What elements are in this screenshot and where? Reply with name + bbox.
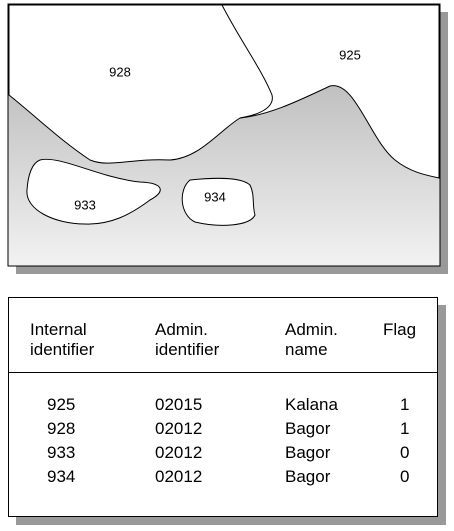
header-text: identifier [30, 340, 95, 359]
region-label: 934 [204, 189, 226, 204]
cell: 02012 [155, 467, 203, 486]
region-label: 925 [339, 47, 361, 62]
cell: Bagor [285, 467, 331, 486]
header-text: Flag [383, 320, 417, 339]
region [26, 158, 161, 225]
cell: Kalana [285, 395, 338, 414]
header-text: Admin. [285, 320, 338, 339]
cell: 1 [400, 395, 410, 414]
cell: Bagor [285, 419, 331, 438]
cell: 02012 [155, 443, 203, 462]
boundary [221, 4, 273, 119]
header-text: name [285, 340, 328, 359]
column-header: Admin. name [285, 320, 338, 360]
column-header: Flag [383, 320, 416, 340]
region-label: 933 [74, 197, 96, 212]
table: Internal identifier Admin. identifier Admin.… [8, 297, 438, 517]
cell: 02012 [155, 419, 203, 438]
header-rule [9, 372, 437, 373]
map: 928 925 933 934 [7, 3, 448, 274]
cell: 925 [47, 395, 76, 414]
cell: 02015 [155, 395, 203, 414]
column-header: Internal identifier [30, 320, 94, 360]
column-header: Admin. identifier [155, 320, 219, 360]
region-label: 928 [109, 64, 131, 79]
cell: 0 [400, 443, 410, 462]
cell: 934 [47, 467, 76, 486]
header-text: Admin. [155, 320, 208, 339]
cell: 0 [400, 467, 410, 486]
cell: 933 [47, 443, 76, 462]
region [181, 177, 256, 226]
cell: Bagor [285, 443, 331, 462]
cell: 1 [400, 419, 410, 438]
header-text: Internal [30, 320, 87, 339]
header-text: identifier [155, 340, 220, 359]
cell: 928 [47, 419, 76, 438]
